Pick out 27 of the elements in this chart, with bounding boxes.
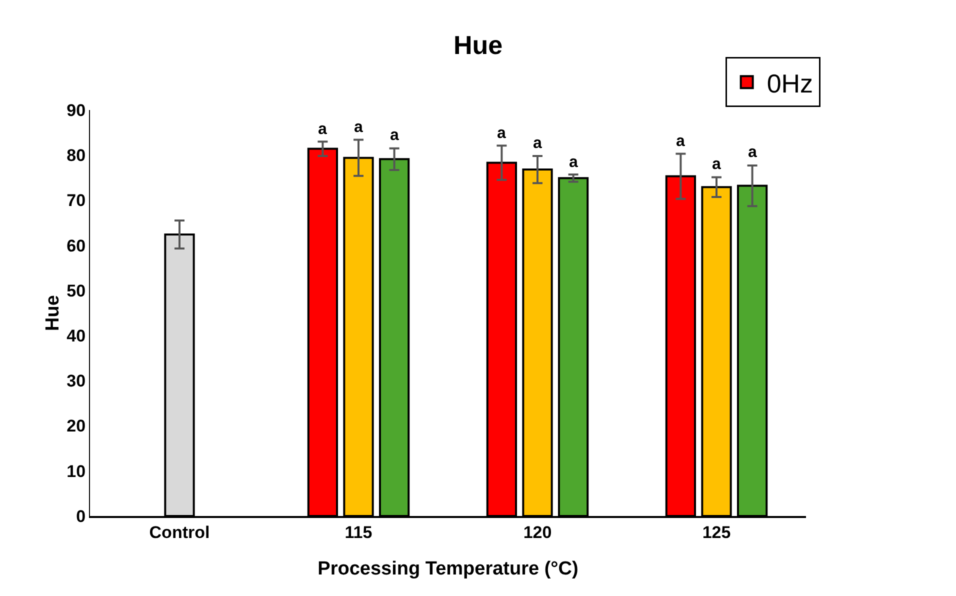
y-tick-label: 0 xyxy=(76,506,86,526)
x-tick-label: 115 xyxy=(344,523,372,542)
y-tick-label: 90 xyxy=(66,100,86,120)
y-tick-label: 50 xyxy=(66,281,86,300)
data-label: a xyxy=(318,121,327,138)
chart-title: Hue xyxy=(453,30,503,60)
y-tick-label: 20 xyxy=(66,416,86,436)
data-label: a xyxy=(354,119,363,136)
x-tick-label: 120 xyxy=(523,523,552,542)
y-tick-label: 60 xyxy=(66,236,86,256)
data-label: a xyxy=(497,125,506,142)
data-label: a xyxy=(569,154,578,171)
data-label: a xyxy=(712,156,721,173)
x-tick-label: Control xyxy=(149,523,210,542)
x-tick-label: 125 xyxy=(702,523,731,542)
data-label: a xyxy=(533,135,542,152)
data-label: a xyxy=(390,127,399,144)
y-tick-label: 40 xyxy=(66,326,86,346)
y-axis-title: Hue xyxy=(42,295,64,331)
legend-label: 0Hz xyxy=(766,68,814,98)
y-tick-label: 80 xyxy=(66,146,86,166)
data-label: a xyxy=(748,144,757,161)
y-tick-label: 70 xyxy=(66,191,86,210)
data-label: a xyxy=(676,133,685,150)
x-axis-title: Processing Temperature (°C) xyxy=(318,558,578,580)
y-tick-label: 30 xyxy=(66,372,86,391)
y-tick-label: 10 xyxy=(66,462,86,481)
